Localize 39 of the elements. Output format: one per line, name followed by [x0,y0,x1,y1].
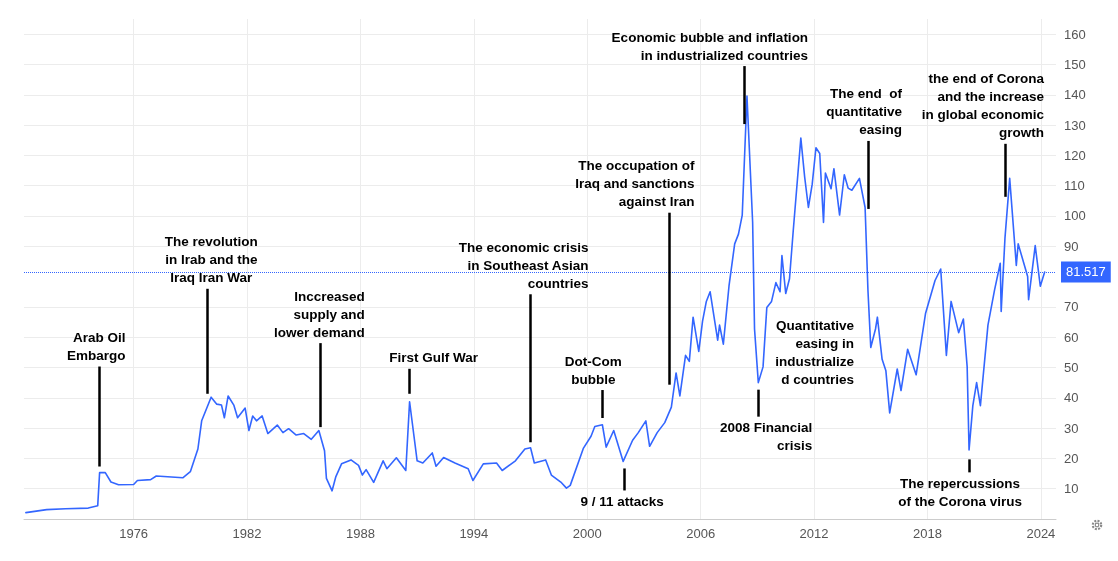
y-tick-label: 60 [1064,329,1079,345]
annotation: Economic bubble and inflation in industrialized countries [611,29,809,63]
y-tick-label: 110 [1064,178,1085,194]
y-tick-label: 40 [1064,390,1079,406]
y-tick-label: 20 [1064,450,1079,466]
y-tick-label: 150 [1064,56,1086,72]
annotation: The end of quantitative easing [826,86,903,138]
annotation: First Gulf War [389,350,479,366]
y-tick-label: 50 [1064,359,1079,375]
x-tick-label: 1976 [119,526,149,541]
x-tick-label: 2024 [1026,526,1056,541]
y-tick-label: 70 [1064,299,1079,315]
annotation: The economic crisis in Southeast Asian countries [458,239,589,291]
annotation: Inccreased supply and lower demand [273,288,365,340]
y-tick-label: 30 [1064,420,1079,436]
y-tick-label: 90 [1064,238,1079,254]
y-tick-label: 160 [1064,26,1086,42]
annotation: Arab Oil Embargo [67,330,126,364]
x-tick-label: 1994 [459,526,489,541]
y-tick-label: 140 [1064,87,1086,103]
y-tick-label: 100 [1064,208,1086,224]
x-tick-label: 1982 [232,526,262,541]
y-tick-label: 130 [1064,117,1086,133]
annotation: the end of Corona and the increase in global economic growth [921,71,1045,141]
y-tick-label: 10 [1064,481,1079,497]
x-tick-label: 2000 [572,526,602,541]
x-tick-label: 2012 [799,526,829,541]
x-tick-label: 1988 [345,526,375,541]
annotation: Quantitative easing in industrialize d countries [775,317,855,387]
annotation: The repercussions of the Corona virus [898,475,1022,509]
x-tick-label: 2006 [686,526,716,541]
annotation: 9 / 11 attacks [580,493,664,509]
annotation: Dot-Com bubble [564,353,622,387]
y-tick-label: 120 [1064,147,1086,163]
annotation: The revolution in Irab and the Iraq Iran War [164,234,258,286]
annotation: The occupation of Iraq and sanctions against Iran [575,158,695,210]
ref-line-label: 81.517 [1066,264,1106,280]
annotation: 2008 Financial crisis [720,420,813,454]
x-tick-label: 2018 [913,526,942,541]
